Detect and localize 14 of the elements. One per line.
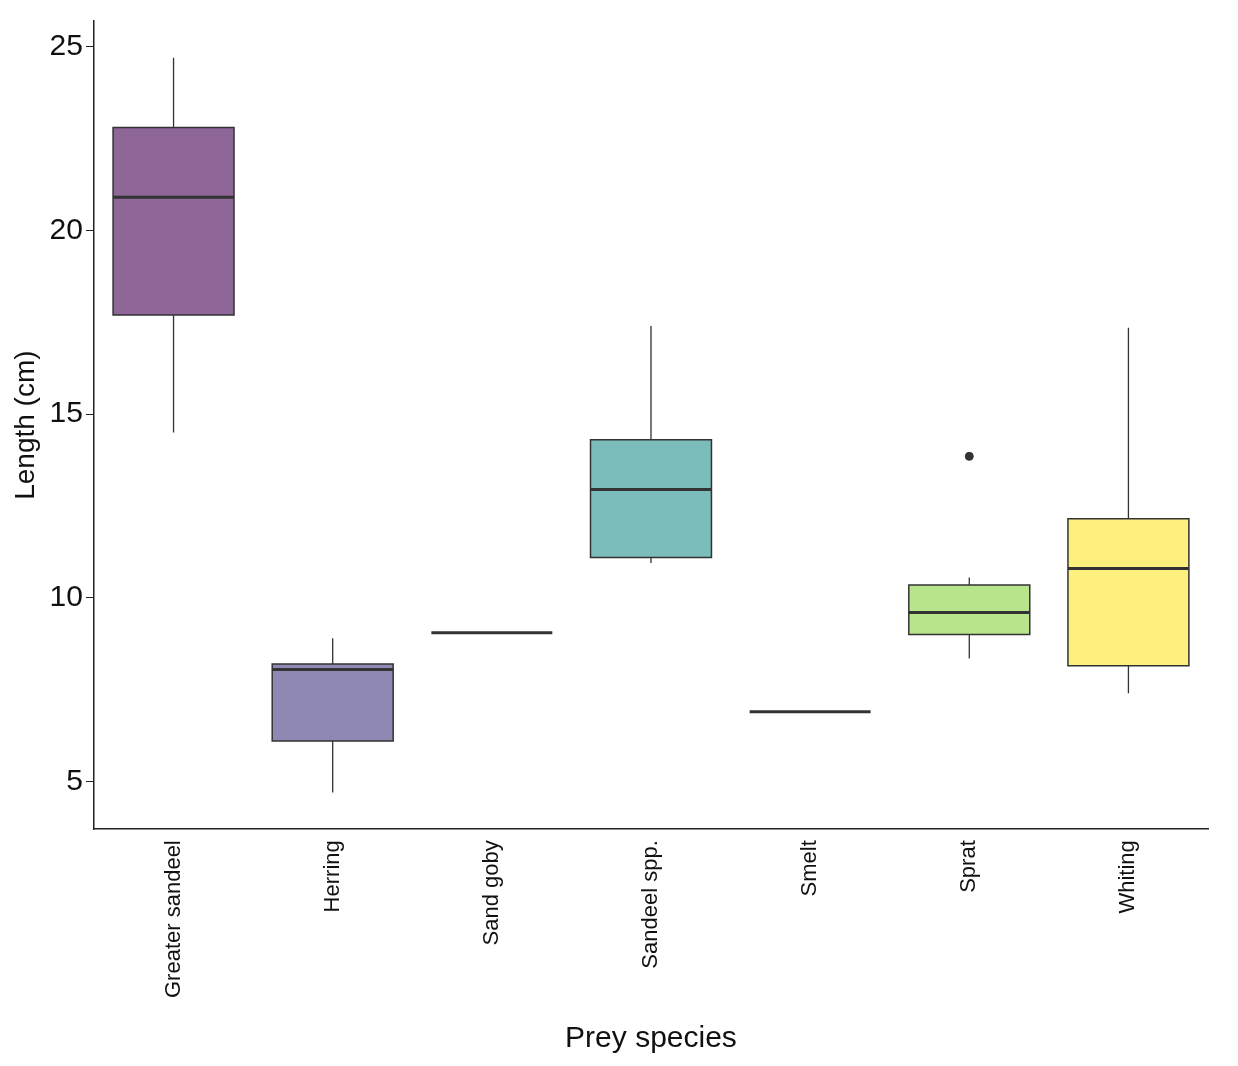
y-axis-title: Length (cm) [8, 350, 40, 500]
y-tick-label: 10 [49, 579, 83, 613]
y-tick-label: 20 [49, 211, 83, 245]
y-tick-label: 5 [66, 762, 83, 796]
x-tick-label: Sand goby [477, 840, 503, 946]
x-tick-label: Sprat [955, 840, 981, 893]
x-axis-title: Prey species [565, 1020, 737, 1054]
x-tick-label: Herring [318, 840, 344, 913]
y-tick-label: 15 [49, 395, 83, 429]
x-tick-label: Whiting [1114, 840, 1140, 914]
y-tick-label: 25 [49, 27, 83, 61]
x-tick-label: Sandeel spp. [637, 840, 663, 969]
x-tick-label: Greater sandeel [159, 840, 185, 999]
x-tick-label: Smelt [796, 840, 822, 897]
